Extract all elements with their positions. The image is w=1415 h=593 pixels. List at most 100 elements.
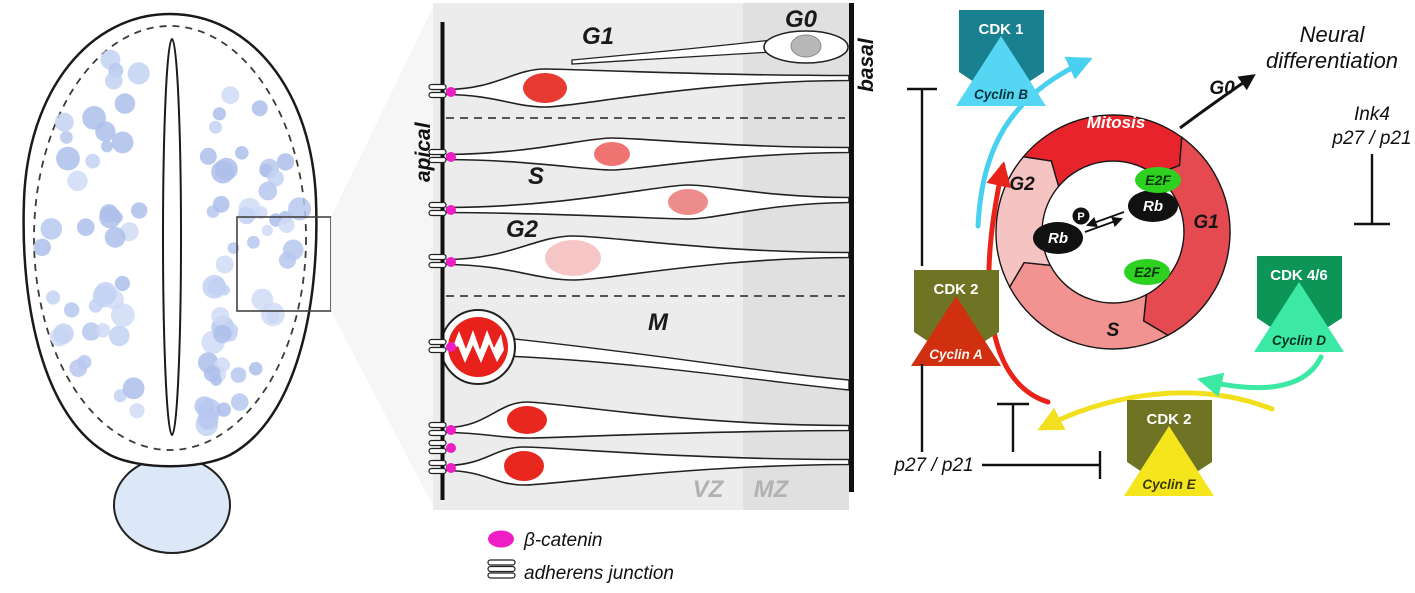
- cyclinA-triangle: [911, 296, 1001, 366]
- g1-cell: [446, 68, 850, 108]
- basal-surface-line: [849, 3, 854, 492]
- embryo-cell-dot: [101, 140, 113, 153]
- p27-p21-label: p27 / p21: [893, 455, 973, 476]
- beta-catenin-dot: [446, 443, 456, 453]
- phase-label-g2: G2: [506, 216, 539, 243]
- cdk1-cyclinB-complex: CDK 1 Cyclin B: [956, 10, 1046, 106]
- embryo-cell-dot: [258, 181, 278, 201]
- cyclinB-triangle: [956, 36, 1046, 106]
- e2f-top: [1135, 167, 1181, 193]
- embryo-cell-dot: [278, 217, 295, 233]
- embryo-cell-dot: [122, 377, 145, 400]
- embryo-cell-dot: [221, 86, 240, 105]
- embryo-cell-dot: [33, 238, 51, 256]
- g1-cell-nucleus: [523, 73, 567, 103]
- floor-plate-bump: [113, 456, 231, 554]
- embryo-cell-dot: [267, 170, 284, 187]
- phase-label-s: S: [528, 163, 544, 190]
- embryo-cell-dot: [131, 202, 148, 219]
- cdk2a-label: CDK 2: [933, 281, 978, 298]
- ink4-label-line2: p27 / p21: [1331, 128, 1411, 149]
- embryo-cell-dot: [129, 403, 145, 419]
- embryo-cell-dot: [67, 170, 88, 191]
- mitotic-spindle-figure: [452, 330, 504, 363]
- cyclinE-triangle: [1124, 426, 1214, 496]
- e2f-bottom: [1124, 259, 1170, 285]
- embryo-cell-dot: [110, 303, 135, 327]
- apical-axis-label: apical: [412, 121, 435, 182]
- embryo-cell-dot: [211, 307, 230, 326]
- embryo-cell-dot: [46, 290, 61, 305]
- embryo-cell-dot: [81, 322, 101, 341]
- embryo-cell-dot: [114, 275, 130, 292]
- embryo-cell-dot: [213, 324, 232, 344]
- embryo-cell-dot: [199, 147, 217, 165]
- rb-right-label: Rb: [1143, 198, 1163, 215]
- zoom-wedge: [331, 5, 434, 508]
- adherens-junction: [428, 83, 456, 99]
- beta-catenin-dot: [446, 342, 456, 352]
- adherens-junction: [428, 148, 456, 164]
- ring-label-g2: G2: [1009, 174, 1035, 195]
- adherens-junction: [428, 421, 456, 437]
- embryo-cell-dot: [113, 389, 127, 403]
- legend: β-catenin adherens junction: [487, 530, 674, 584]
- g2-cell-nucleus: [545, 240, 601, 276]
- embryo-cell-dot: [53, 323, 74, 345]
- postmitotic-cell-2-nucleus: [504, 451, 544, 481]
- embryo-cell-dot: [85, 153, 101, 169]
- neural-differentiation-line2: differentiation: [1266, 48, 1398, 73]
- cyclinD-activity-arrow: [1197, 354, 1324, 397]
- basal-axis-label: basal: [855, 37, 878, 92]
- apical-junctions: [428, 83, 456, 475]
- beta-catenin-dot: [446, 152, 456, 162]
- embryo-cell-dot: [54, 112, 74, 132]
- e2f-top-label: E2F: [1145, 172, 1171, 188]
- embryo-cell-dot: [82, 106, 106, 130]
- embryo-cell-dot: [215, 255, 234, 274]
- embryo-cell-dot: [230, 393, 249, 411]
- phase-label-g1: G1: [582, 23, 614, 50]
- embryo-cell-dot: [127, 62, 150, 85]
- beta-catenin-symbol: [488, 530, 514, 548]
- zone-label-vz: VZ: [693, 476, 725, 503]
- phosphate-label: P: [1077, 211, 1084, 223]
- phase-label-g0: G0: [785, 6, 818, 33]
- beta-catenin-dot: [446, 205, 456, 215]
- embryo-cell-dot: [235, 146, 249, 160]
- neuroepithelium-panel: apical basal G1 G0 S G2 M VZ MZ: [412, 3, 878, 510]
- embryo-cell-dot: [99, 204, 119, 223]
- adherens-junction: [428, 439, 456, 455]
- migrating-cells: [446, 68, 850, 486]
- rb-e2f-machinery: Rb P Rb E2F E2F: [1033, 167, 1181, 285]
- embryo-cell-dot: [63, 302, 80, 318]
- embryo-cell-dot: [105, 71, 123, 90]
- adherens-junction-symbol: [487, 559, 516, 579]
- cdk2-cyclinE-complex: CDK 2 Cyclin E: [1124, 400, 1214, 496]
- embryo-cell-dot: [95, 323, 111, 338]
- s-cell-late-nucleus: [668, 189, 708, 215]
- cdk2-cyclinA-complex: CDK 2 Cyclin A: [911, 270, 1001, 366]
- postmitotic-cell-1: [446, 401, 850, 439]
- g0-nucleus: [790, 34, 822, 58]
- rb-active: [1128, 190, 1178, 222]
- e2f-bottom-label: E2F: [1134, 264, 1160, 280]
- ring-label-g1: G1: [1193, 212, 1218, 233]
- adherens-junction: [428, 459, 456, 475]
- neural-tube-lumen: [162, 38, 182, 436]
- embryo-cell-dot: [60, 131, 73, 144]
- embryo-cell-dot: [108, 325, 130, 347]
- adherens-junction: [428, 338, 456, 354]
- cyclinE-label: Cyclin E: [1142, 477, 1196, 492]
- ring-label-mitosis: Mitosis: [1087, 113, 1146, 132]
- embryo-cell-dot: [114, 93, 136, 114]
- beta-catenin-dot: [446, 463, 456, 473]
- beta-catenin-dot: [446, 257, 456, 267]
- embryo-cell-dot: [247, 235, 260, 249]
- neural-differentiation-line1: Neural: [1300, 22, 1366, 47]
- embryo-cell-dot: [40, 218, 63, 240]
- phase-label-m: M: [648, 309, 669, 336]
- embryo-inner-dashed-contour: [33, 25, 307, 451]
- embryo-cell-dot: [230, 367, 247, 383]
